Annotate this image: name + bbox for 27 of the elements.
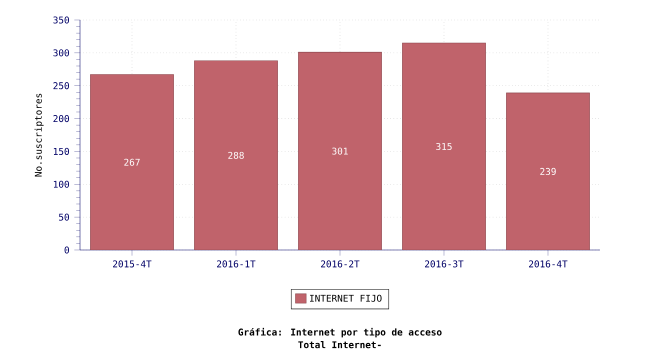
x-tick-label: 2016-2T [321, 260, 360, 268]
data-label: 315 [436, 143, 452, 150]
bar [194, 60, 278, 250]
y-tick-label: 150 [54, 148, 70, 156]
bar [506, 92, 590, 250]
text: Total Internet- [298, 341, 381, 348]
bar [402, 42, 486, 250]
x-tick-label: 2015-4T [113, 260, 152, 268]
data-label: 267 [124, 158, 140, 166]
y-tick-label: 0 [64, 246, 70, 254]
y-axis-title: No.suscriptores [34, 94, 44, 177]
y-tick-label: 100 [54, 180, 70, 188]
y-tick-label: 200 [53, 115, 70, 122]
bar [90, 74, 174, 250]
y-tick-label: 50 [59, 214, 70, 221]
data-label: 301 [332, 148, 348, 155]
text: INTERNET FIJO [310, 294, 382, 302]
data-label: 288 [228, 152, 244, 160]
text: Gráfica: Internet por tipo de acceso [238, 328, 442, 338]
bar [298, 52, 382, 250]
x-tick-label: 2016-4T [529, 260, 568, 268]
x-tick-label: 2016-1T [217, 260, 256, 268]
y-tick-label: 350 [53, 16, 70, 24]
y-tick-label: 250 [53, 82, 70, 90]
data-label: 239 [540, 168, 556, 176]
y-tick-label: 300 [53, 49, 70, 57]
x-tick-label: 2016-3T [425, 260, 464, 268]
